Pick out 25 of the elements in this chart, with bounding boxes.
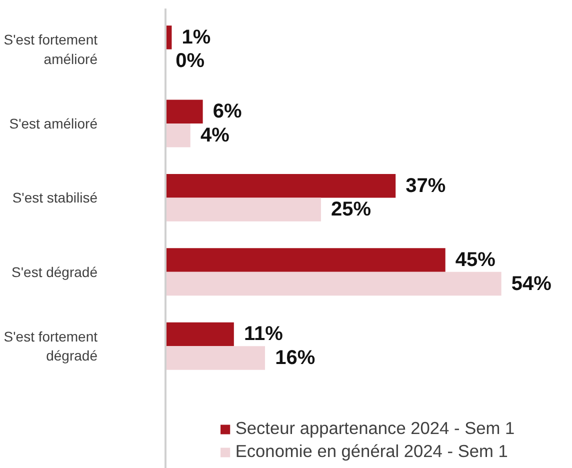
bar: [166, 124, 190, 148]
data-label: 45%: [455, 249, 496, 272]
data-label: 11%: [244, 323, 284, 346]
bar: [166, 346, 266, 370]
bar: [166, 100, 203, 124]
y-tick-label: S'est fortement amélioré: [4, 32, 98, 67]
data-label: 6%: [212, 100, 242, 123]
legend-label: Secteur appartenance 2024 - Sem 1: [235, 418, 515, 439]
data-label: 25%: [331, 198, 372, 221]
data-label: 54%: [511, 272, 552, 295]
data-label: 16%: [275, 346, 316, 369]
data-label: 1%: [182, 26, 211, 48]
bar: [166, 198, 321, 222]
data-label: 37%: [406, 174, 446, 197]
bar: [166, 322, 234, 346]
y-tick-label: S'est dégradé: [12, 264, 98, 280]
y-tick-label: S'est stabilisé: [12, 190, 98, 206]
bar: [166, 248, 446, 272]
y-tick-label: S'est fortement dégradé: [4, 328, 98, 364]
data-label: 4%: [200, 124, 230, 146]
data-label: 0%: [176, 50, 205, 72]
y-tick-label: S'est amélioré: [9, 116, 98, 132]
bar: [166, 174, 396, 198]
legend-label: Economie en général 2024 - Sem 1: [235, 441, 508, 462]
bar: [166, 272, 502, 296]
